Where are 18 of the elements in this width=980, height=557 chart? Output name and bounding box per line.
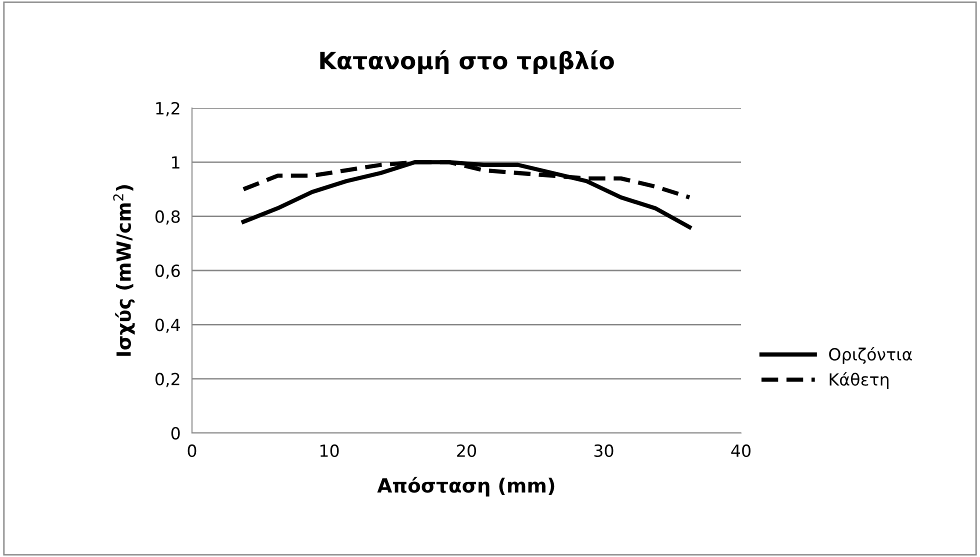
- x-tick-label: 40: [731, 444, 750, 458]
- y-tick-label: 1: [172, 156, 180, 168]
- legend-label: Οριζόντια: [829, 347, 912, 364]
- y-axis-title: Ισχύς (mW/cm$^{2}$): [113, 185, 135, 356]
- x-tick-label: 0: [188, 444, 196, 458]
- y-tick-label: 0,6: [155, 264, 180, 279]
- line-series: [241, 160, 692, 230]
- x-tick-label: 20: [457, 444, 476, 458]
- y-tick-label: 0,4: [155, 318, 180, 333]
- y-tick-label: 0: [171, 426, 180, 440]
- y-tick-label: 1,2: [156, 102, 180, 116]
- x-tick-label: 10: [320, 444, 339, 458]
- chart-title: Κατανομή στο τριβλίο: [320, 50, 614, 74]
- legend-label: Κάθετη: [830, 372, 888, 389]
- y-tick-label: 0,8: [155, 210, 180, 225]
- y-tick-label: 0,2: [155, 372, 180, 388]
- x-axis-title: Απόσταση (mm): [377, 476, 554, 497]
- x-tick-label: 30: [594, 444, 614, 458]
